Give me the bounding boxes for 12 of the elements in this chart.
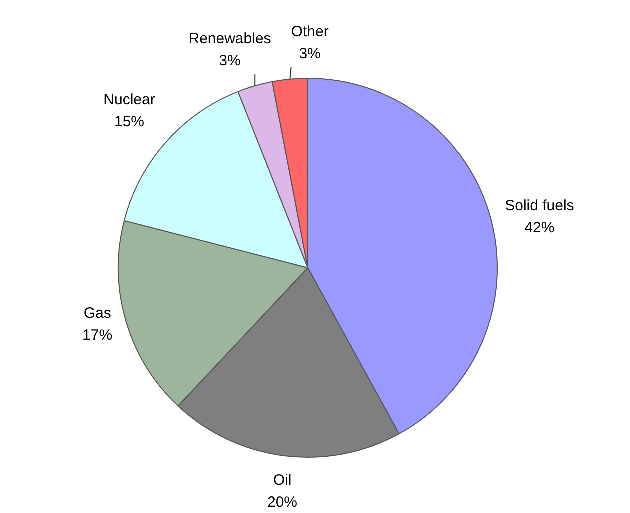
data-label: 20% bbox=[267, 494, 298, 512]
slice-label: Nuclear bbox=[104, 92, 156, 109]
slice-label: Gas bbox=[84, 304, 112, 322]
slice-label: Renewables bbox=[188, 30, 272, 48]
data-label: 3% bbox=[219, 52, 241, 70]
data-label: 42% bbox=[524, 220, 555, 237]
data-label: 17% bbox=[82, 326, 113, 344]
slice-label: Oil bbox=[273, 472, 292, 490]
slice-label: Other bbox=[291, 24, 329, 41]
data-label: 15% bbox=[114, 114, 145, 131]
data-label: 3% bbox=[299, 46, 321, 63]
slice-label: Solid fuels bbox=[505, 198, 574, 215]
